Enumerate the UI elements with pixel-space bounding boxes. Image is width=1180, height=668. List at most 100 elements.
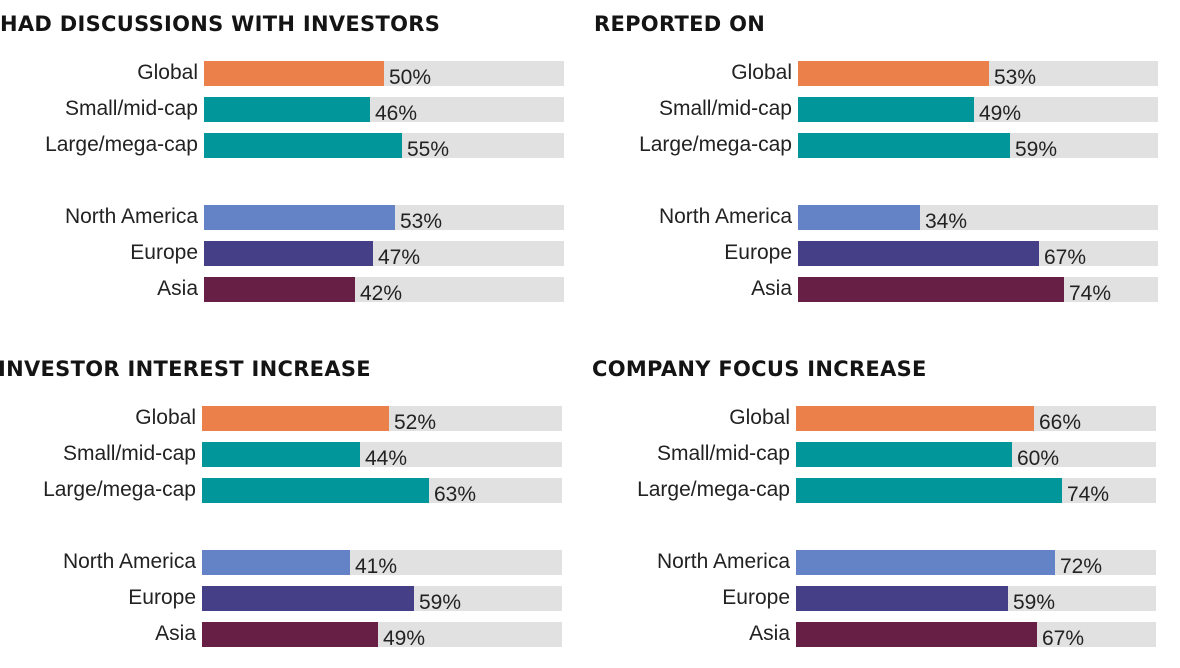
bar-large-mega-cap — [202, 478, 429, 503]
bar-row-large-mega-cap: Large/mega-cap 55% — [0, 132, 570, 161]
value-label: 59% — [1013, 591, 1056, 614]
value-label: 42% — [360, 282, 403, 305]
bar-track: 53% — [798, 61, 1158, 89]
bar-europe — [204, 241, 373, 266]
value-label: 74% — [1069, 282, 1112, 305]
bar-row-north-america: North America 34% — [594, 204, 1164, 233]
bar-track: 50% — [204, 61, 564, 89]
value-label: 60% — [1017, 447, 1060, 470]
bar-track: 67% — [798, 241, 1158, 269]
bar-row-europe: Europe 47% — [0, 240, 570, 269]
bar-north-america — [202, 550, 350, 575]
bar-row-global: Global 52% — [0, 405, 568, 434]
bar-row-global: Global 50% — [0, 60, 570, 89]
category-label: Asia — [157, 277, 198, 300]
chart-panel-reported-on: REPORTED ON Global 53% Small/mid-cap 49% Larg… — [594, 12, 1164, 312]
bar-row-asia: Asia 49% — [0, 621, 568, 650]
chart-title: COMPANY FOCUS INCREASE — [592, 357, 927, 381]
value-label: 47% — [378, 246, 421, 269]
bar-track: 46% — [204, 97, 564, 125]
category-label: North America — [658, 205, 792, 228]
value-label: 49% — [383, 627, 426, 650]
bar-track: 63% — [202, 478, 562, 506]
bar-track: 74% — [798, 277, 1158, 305]
value-label: 55% — [407, 138, 450, 161]
value-label: 44% — [365, 447, 408, 470]
bar-row-europe: Europe 67% — [594, 240, 1164, 269]
category-label: Small/mid-cap — [64, 97, 198, 120]
bar-row-small-mid-cap: Small/mid-cap 49% — [594, 96, 1164, 125]
bar-small-mid-cap — [796, 442, 1012, 467]
category-label: Europe — [128, 586, 196, 609]
bar-row-small-mid-cap: Small/mid-cap 44% — [0, 441, 568, 470]
bar-track: 59% — [796, 586, 1156, 614]
category-label: Large/mega-cap — [639, 133, 792, 156]
category-label: Asia — [155, 622, 196, 645]
bar-global — [202, 406, 389, 431]
value-label: 41% — [355, 555, 398, 578]
bar-row-europe: Europe 59% — [0, 585, 568, 614]
bar-row-asia: Asia 42% — [0, 276, 570, 305]
bar-row-asia: Asia 74% — [594, 276, 1164, 305]
value-label: 52% — [394, 411, 437, 434]
bar-track: 55% — [204, 133, 564, 161]
bar-asia — [796, 622, 1037, 647]
bar-row-europe: Europe 59% — [592, 585, 1162, 614]
bar-row-north-america: North America 53% — [0, 204, 570, 233]
bar-track: 59% — [798, 133, 1158, 161]
category-label: Small/mid-cap — [658, 97, 792, 120]
value-label: 50% — [389, 66, 432, 89]
value-label: 53% — [994, 66, 1037, 89]
value-label: 72% — [1060, 555, 1103, 578]
value-label: 49% — [979, 102, 1022, 125]
chart-panel-company-focus-increase: COMPANY FOCUS INCREASE Global 66% Small/mid… — [592, 357, 1162, 657]
value-label: 67% — [1042, 627, 1085, 650]
value-label: 66% — [1039, 411, 1082, 434]
bar-row-large-mega-cap: Large/mega-cap 74% — [592, 477, 1162, 506]
category-label: Global — [729, 406, 790, 429]
bar-track: 52% — [202, 406, 562, 434]
bar-small-mid-cap — [202, 442, 360, 467]
bar-europe — [202, 586, 414, 611]
category-label: Global — [731, 61, 792, 84]
category-label: Asia — [751, 277, 792, 300]
bar-asia — [202, 622, 378, 647]
bar-global — [796, 406, 1034, 431]
value-label: 34% — [925, 210, 968, 233]
bar-track: 59% — [202, 586, 562, 614]
value-label: 46% — [375, 102, 418, 125]
value-label: 63% — [434, 483, 477, 506]
bar-asia — [204, 277, 355, 302]
bar-track: 49% — [798, 97, 1158, 125]
bar-row-north-america: North America 41% — [0, 549, 568, 578]
category-label: Large/mega-cap — [45, 133, 198, 156]
category-label: Small/mid-cap — [656, 442, 790, 465]
bar-row-asia: Asia 67% — [592, 621, 1162, 650]
bar-large-mega-cap — [204, 133, 402, 158]
bar-track: 34% — [798, 205, 1158, 233]
bar-small-mid-cap — [798, 97, 974, 122]
bar-track: 72% — [796, 550, 1156, 578]
bar-track: 41% — [202, 550, 562, 578]
chart-title: INVESTOR INTEREST INCREASE — [0, 357, 371, 381]
category-label: Small/mid-cap — [62, 442, 196, 465]
category-label: Europe — [724, 241, 792, 264]
bar-row-small-mid-cap: Small/mid-cap 46% — [0, 96, 570, 125]
category-label: North America — [62, 550, 196, 573]
category-label: Large/mega-cap — [43, 478, 196, 501]
bar-track: 47% — [204, 241, 564, 269]
value-label: 59% — [419, 591, 462, 614]
bar-north-america — [204, 205, 395, 230]
bar-track: 42% — [204, 277, 564, 305]
category-label: Global — [137, 61, 198, 84]
bar-track: 74% — [796, 478, 1156, 506]
value-label: 67% — [1044, 246, 1087, 269]
bar-row-large-mega-cap: Large/mega-cap 63% — [0, 477, 568, 506]
bar-north-america — [796, 550, 1055, 575]
category-label: Large/mega-cap — [637, 478, 790, 501]
bar-europe — [798, 241, 1039, 266]
bar-global — [204, 61, 384, 86]
value-label: 53% — [400, 210, 443, 233]
category-label: Europe — [130, 241, 198, 264]
category-label: Global — [135, 406, 196, 429]
